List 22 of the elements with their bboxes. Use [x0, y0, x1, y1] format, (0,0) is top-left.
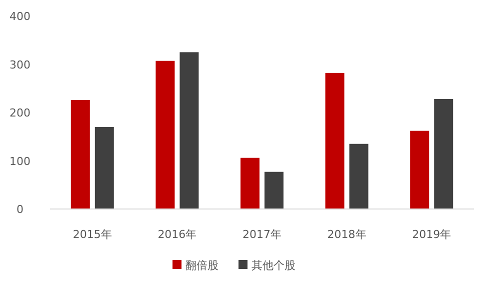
- bar: [240, 158, 260, 209]
- y-tick-label: 300: [10, 58, 30, 72]
- bar: [410, 130, 430, 209]
- bar: [264, 172, 284, 209]
- x-tick-label: 2015年: [72, 228, 112, 241]
- bar: [434, 98, 454, 209]
- bar: [325, 72, 344, 209]
- bar: [180, 52, 199, 209]
- bar: [349, 144, 368, 209]
- legend-label: 其他个股: [252, 259, 296, 272]
- legend-label: 翻倍股: [186, 259, 218, 272]
- y-tick-label: 200: [10, 106, 30, 120]
- x-tick-label: 2018年: [327, 228, 366, 241]
- y-tick-label: 0: [16, 203, 24, 216]
- bar: [94, 126, 114, 209]
- x-tick-label: 2017年: [242, 228, 282, 241]
- bar: [70, 100, 90, 209]
- bar: [156, 60, 175, 209]
- x-tick-label: 2019年: [412, 228, 452, 241]
- x-tick-label: 2016年: [158, 228, 197, 241]
- y-tick-label: 100: [10, 154, 30, 168]
- y-tick-label: 400: [10, 10, 30, 23]
